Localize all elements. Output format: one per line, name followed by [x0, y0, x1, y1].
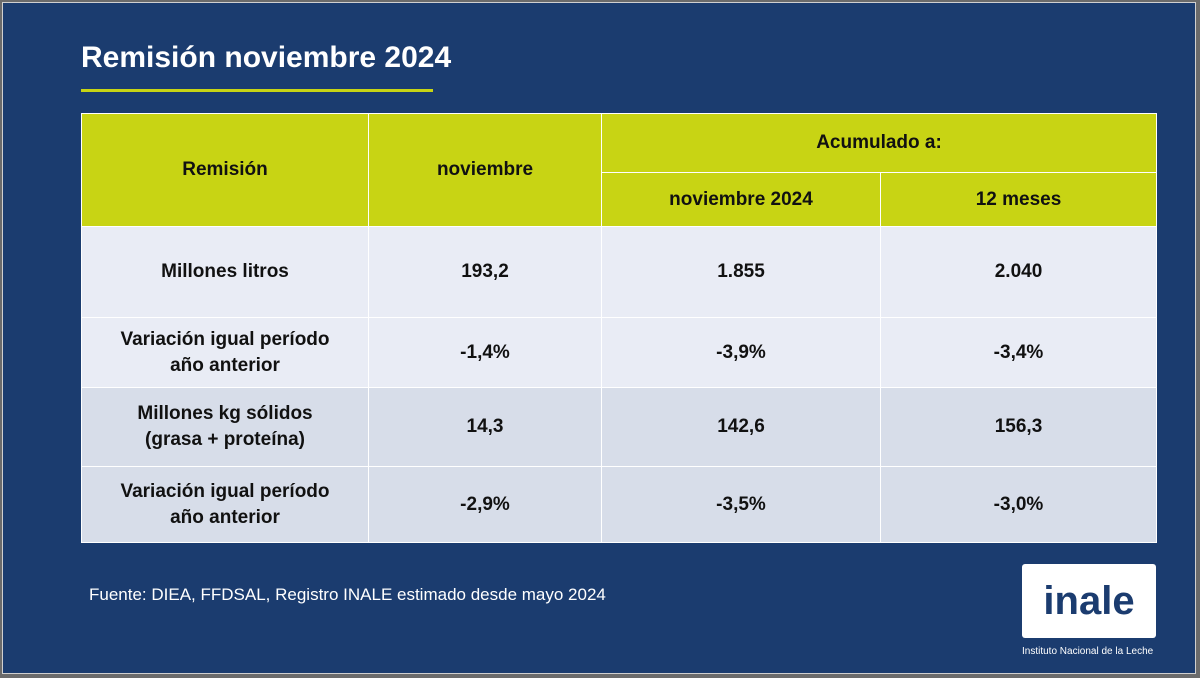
header-noviembre: noviembre — [368, 113, 602, 227]
table-row: Millones litros 193,2 1.855 2.040 — [81, 226, 1157, 318]
remision-table: Remisión noviembre Acumulado a: noviembr… — [81, 113, 1157, 543]
row-label: Variación igual período año anterior — [81, 466, 369, 543]
cell-noviembre: 193,2 — [368, 226, 602, 318]
row-label: Millones kg sólidos (grasa + proteína) — [81, 387, 369, 467]
row-label-line2: año anterior — [170, 354, 280, 376]
row-label-line1: Variación igual período — [120, 480, 330, 502]
cell-acum-noviembre: 142,6 — [601, 387, 881, 467]
cell-noviembre: 14,3 — [368, 387, 602, 467]
row-label: Millones litros — [81, 226, 369, 318]
row-label-line1: Variación igual período — [120, 328, 330, 350]
cell-acum-12meses: 156,3 — [880, 387, 1157, 467]
source-note: Fuente: DIEA, FFDSAL, Registro INALE est… — [89, 585, 606, 604]
page-title: Remisión noviembre 2024 — [81, 41, 452, 74]
logo-text: inale — [1043, 578, 1135, 623]
cell-acum-noviembre: 1.855 — [601, 226, 881, 318]
cell-acum-noviembre: -3,9% — [601, 317, 881, 388]
table-row: Variación igual período año anterior -1,… — [81, 317, 1157, 388]
title-underline — [81, 89, 433, 92]
table-row: Variación igual período año anterior -2,… — [81, 466, 1157, 543]
table-row: Millones kg sólidos (grasa + proteína) 1… — [81, 387, 1157, 467]
cell-noviembre: -1,4% — [368, 317, 602, 388]
cell-acum-noviembre: -3,5% — [601, 466, 881, 543]
row-label-line2: (grasa + proteína) — [145, 429, 305, 450]
inale-logo: inale — [1022, 564, 1156, 638]
subheader-row: noviembre 2024 12 meses — [82, 172, 1157, 227]
row-label-line2: año anterior — [170, 506, 280, 528]
header-row: Remisión noviembre Acumulado a: — [81, 113, 1157, 227]
cell-noviembre: -2,9% — [368, 466, 602, 543]
cell-acum-12meses: 2.040 — [880, 226, 1157, 318]
logo-subtitle: Instituto Nacional de la Leche — [1022, 646, 1154, 657]
header-remision: Remisión — [81, 113, 369, 227]
header-acum-noviembre: noviembre 2024 — [601, 172, 881, 227]
header-acumulado: Acumulado a: — [601, 113, 1157, 173]
row-label-line1: Millones kg sólidos — [137, 403, 313, 424]
cell-acum-12meses: -3,4% — [880, 317, 1157, 388]
header-acum-12meses: 12 meses — [880, 172, 1157, 227]
cell-acum-12meses: -3,0% — [880, 466, 1157, 543]
row-label: Variación igual período año anterior — [81, 317, 369, 388]
